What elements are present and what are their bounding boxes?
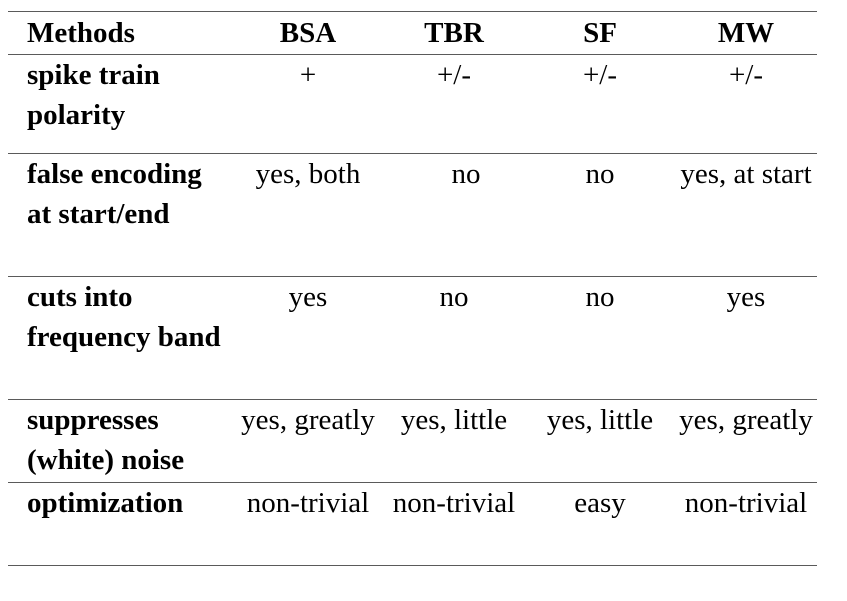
header-sf: SF (583, 17, 617, 49)
cell-bsa: + (299, 59, 317, 91)
cell-bsa: yes, greatly (241, 404, 375, 436)
header-mw: MW (717, 17, 775, 49)
table-row: spike train polarity + +/- +/- +/- (8, 55, 817, 154)
row-label: false encoding at start/end (27, 158, 202, 230)
cell-mw: +/- (728, 59, 764, 91)
cell-mw: yes, at start (680, 158, 812, 190)
table-row: cuts into frequency band yes no no yes (8, 277, 817, 400)
cell-mw: yes, greatly (679, 404, 813, 436)
cell-sf: +/- (582, 59, 618, 91)
header-methods: Methods (27, 17, 135, 49)
cell-sf: yes, little (546, 404, 654, 436)
header-row: Methods BSA TBR SF MW (8, 11, 817, 55)
table-row: false encoding at start/end yes, both no… (8, 154, 817, 277)
header-tbr: TBR (424, 17, 484, 49)
cell-sf: easy (574, 487, 626, 519)
cell-mw: yes (726, 281, 766, 313)
cell-tbr: no (439, 281, 469, 313)
cell-bsa: yes, both (255, 158, 361, 190)
cell-tbr: non-trivial (392, 487, 516, 519)
row-label: cuts into frequency band (27, 281, 221, 353)
cell-bsa: yes (288, 281, 328, 313)
table-row: suppresses (white) noise yes, greatly ye… (8, 400, 817, 483)
row-label: suppresses (white) noise (27, 404, 185, 476)
table-row: optimization non-trivial non-trivial eas… (8, 483, 817, 566)
cell-tbr: no (451, 158, 481, 190)
row-label: optimization (27, 487, 184, 519)
row-label: spike train polarity (27, 59, 160, 131)
cell-sf: no (585, 158, 615, 190)
cell-bsa: non-trivial (246, 487, 370, 519)
cell-tbr: +/- (436, 59, 472, 91)
cell-mw: non-trivial (684, 487, 808, 519)
cell-sf: no (585, 281, 615, 313)
cell-tbr: yes, little (400, 404, 508, 436)
comparison-table-container: Methods BSA TBR SF MW spike train polari… (8, 11, 817, 566)
methods-comparison-table: Methods BSA TBR SF MW spike train polari… (8, 11, 817, 566)
header-bsa: BSA (279, 17, 337, 49)
